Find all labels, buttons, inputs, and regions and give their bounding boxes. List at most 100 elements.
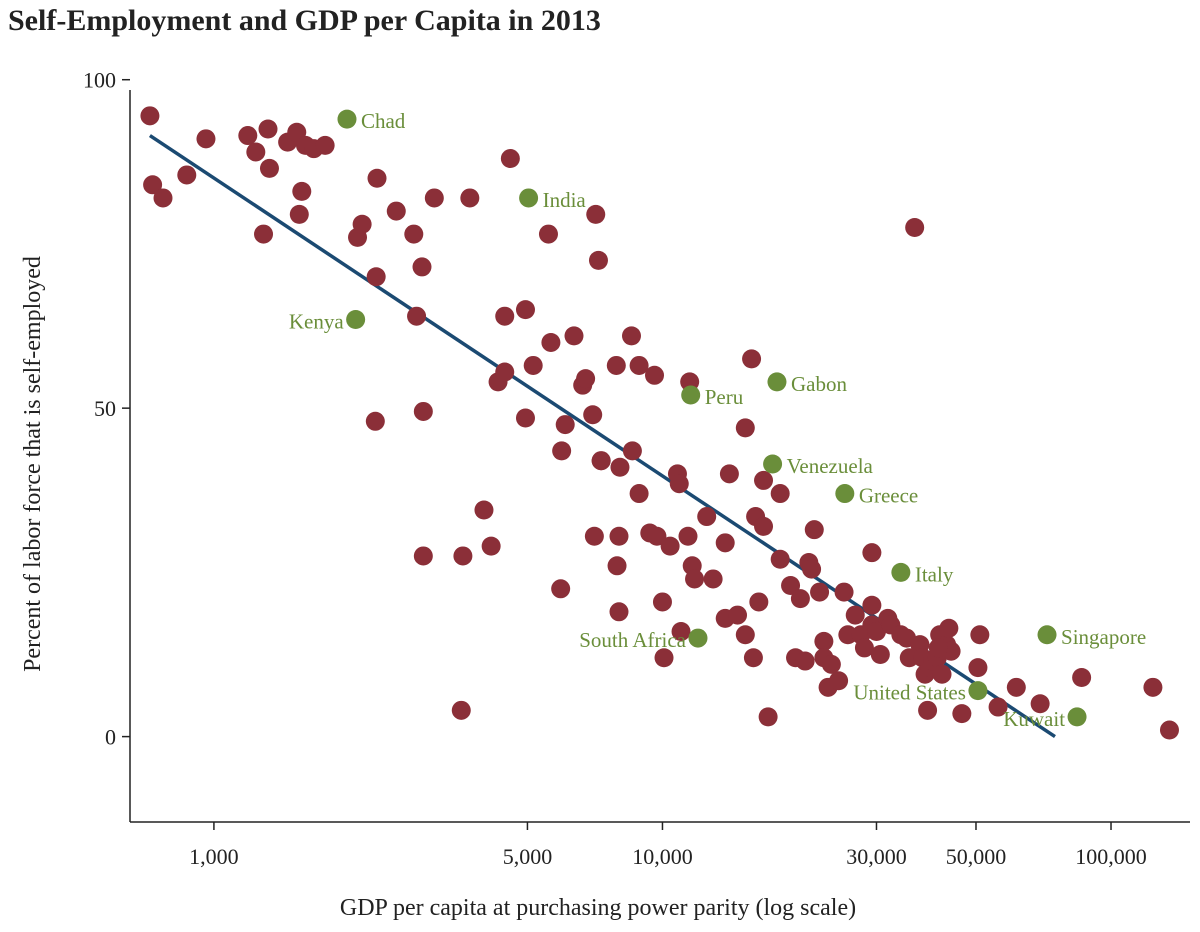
x-tick-label: 1,000 [189,844,239,869]
highlight-point [968,681,988,701]
data-point [671,622,691,641]
highlight-label: India [543,188,587,212]
data-point [315,135,335,155]
data-point [932,664,952,684]
data-point [854,638,874,658]
data-point [538,224,558,244]
data-point [404,224,424,244]
x-tick-label: 100,000 [1075,844,1147,869]
highlight-point [688,628,708,648]
highlight-label: Greece [859,484,918,508]
highlight-label: Gabon [791,372,847,396]
data-point [735,418,755,438]
data-point [770,484,790,504]
data-point [629,355,649,375]
data-point [606,355,626,375]
data-point [500,149,520,169]
data-point [866,622,886,641]
data-point [177,165,197,185]
highlight-label: South Africa [579,628,686,652]
data-point [1143,677,1163,697]
data-point [821,654,841,674]
data-point [1030,694,1050,714]
data-point [352,214,372,234]
data-point [654,648,674,668]
data-point [870,644,890,664]
highlight-point [519,188,539,208]
data-point [862,543,882,563]
data-point [781,576,801,596]
data-point [196,129,216,149]
data-point [678,526,698,546]
data-point [939,618,959,638]
data-point [754,470,774,490]
data-point [629,484,649,504]
data-point [845,605,865,625]
data-point [838,625,858,645]
data-point [719,464,739,484]
data-point [899,648,919,668]
data-point [515,300,535,320]
data-point [952,704,972,724]
data-point [583,405,603,425]
axes: 0 50 100 1,000 5,000 10,000 30,000 50,000 100,00… [83,68,1190,869]
data-point [451,700,471,720]
data-point [555,415,575,435]
data-point [238,126,258,146]
highlight-label: Singapore [1061,625,1146,649]
data-point [412,257,432,277]
y-tick-label: 50 [94,396,116,421]
data-point [413,401,433,421]
data-point [905,218,925,238]
data-point [795,651,815,671]
highlight-point [1067,707,1087,727]
data-point [523,355,543,375]
data-point [988,697,1008,717]
data-point [622,441,642,461]
highlight-point [337,109,357,129]
data-point [728,605,748,625]
data-point [481,536,501,556]
data-point [749,592,769,612]
data-point [386,201,406,221]
data-point [621,326,641,346]
data-points [140,106,1179,740]
data-point [609,526,629,546]
data-point [715,533,735,553]
data-point [153,188,173,208]
highlight-point [891,562,911,582]
data-point [584,526,604,546]
highlighted-points: Chad India Kenya Peru Gabon Venezuela Greece It… [289,109,1146,731]
data-point [645,365,665,385]
data-point [576,369,596,389]
highlight-point [681,385,701,405]
data-point [862,595,882,615]
data-point [515,408,535,428]
data-point [968,658,988,678]
data-point [647,526,667,546]
data-point [802,559,822,579]
highlight-label: United States [853,681,966,705]
data-point [254,224,274,244]
data-point [685,569,705,589]
highlight-point [767,372,787,392]
data-point [460,188,480,208]
data-point [495,306,515,326]
data-point [258,119,278,139]
x-tick-label: 5,000 [503,844,553,869]
data-point [834,582,854,602]
data-point [424,188,444,208]
data-point [292,181,312,201]
data-point [407,306,427,326]
data-point [474,500,494,520]
data-point [804,520,824,540]
data-point [669,474,689,494]
data-point [367,168,387,188]
data-point [1006,677,1026,697]
data-point [140,106,160,126]
data-point [735,625,755,645]
y-tick-label: 0 [105,725,116,750]
highlight-label: Italy [915,562,954,586]
data-point [365,411,385,431]
